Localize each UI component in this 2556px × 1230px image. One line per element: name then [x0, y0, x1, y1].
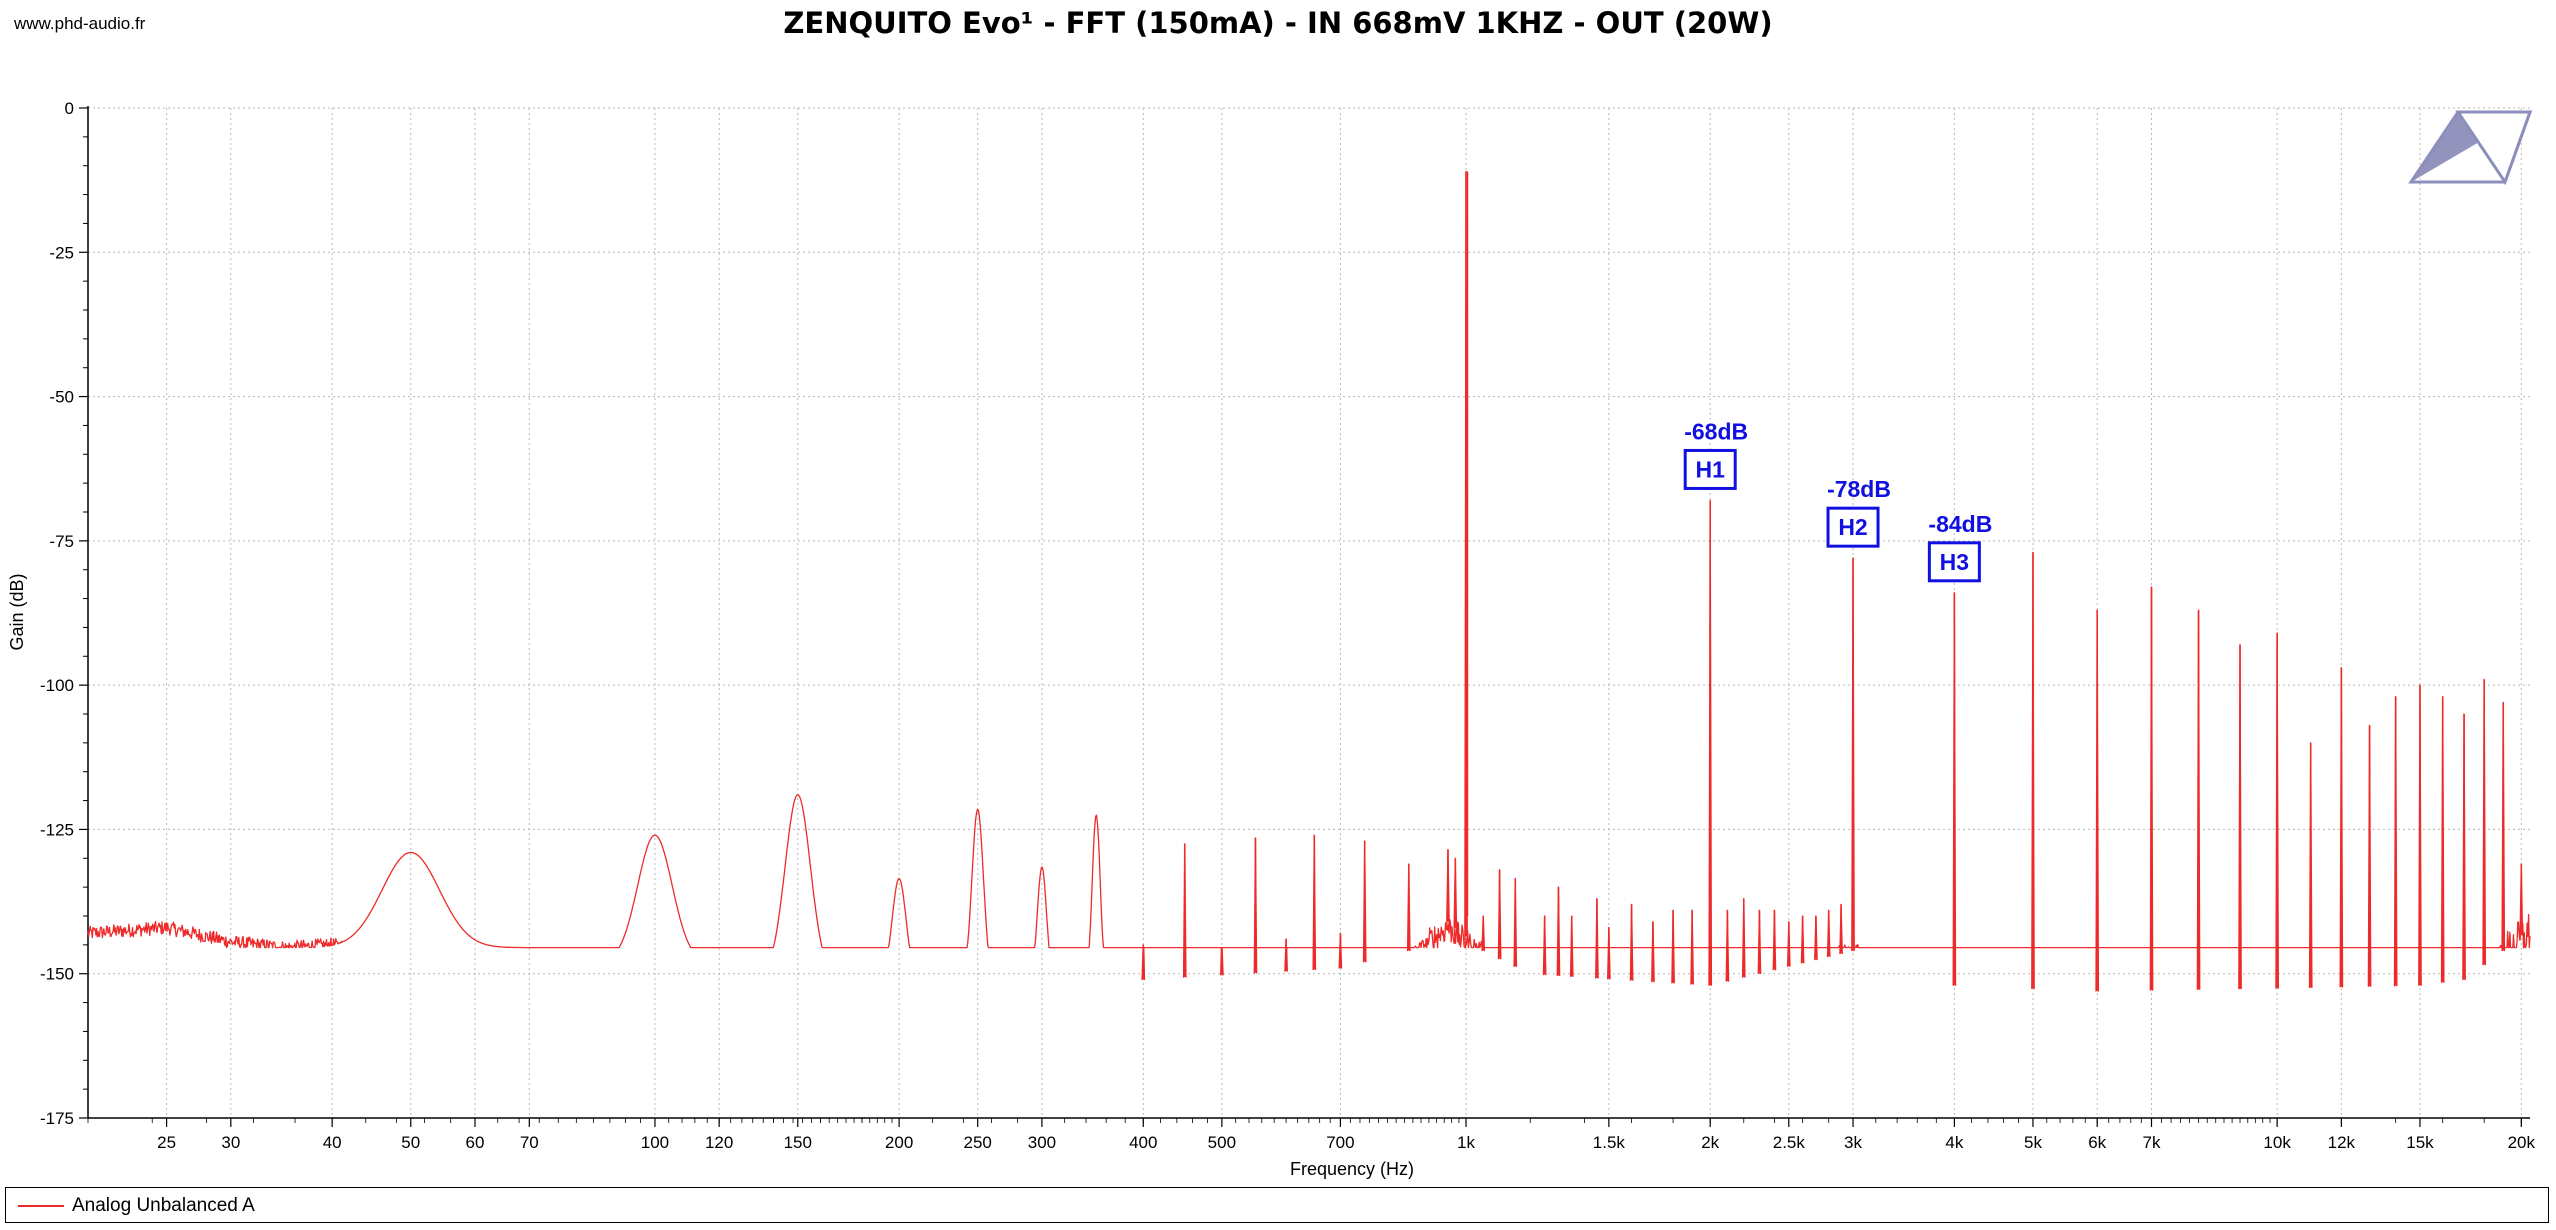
logo-triangle-right [2455, 110, 2533, 186]
x-tick-label: 250 [964, 1133, 992, 1152]
harmonic-label: H3 [1940, 549, 1969, 575]
y-tick-label: 0 [65, 99, 74, 118]
x-tick-label: 1k [1457, 1133, 1475, 1152]
x-tick-label: 2.5k [1773, 1133, 1806, 1152]
y-tick-label: -25 [49, 243, 74, 262]
y-tick-label: -175 [40, 1109, 74, 1128]
x-tick-label: 200 [885, 1133, 913, 1152]
x-tick-label: 15k [2406, 1133, 2434, 1152]
x-tick-label: 3k [1844, 1133, 1862, 1152]
x-tick-label: 100 [641, 1133, 669, 1152]
legend-swatch [18, 1205, 64, 1207]
harmonic-label: H2 [1838, 514, 1867, 540]
x-tick-label: 2k [1701, 1133, 1719, 1152]
x-tick-label: 4k [1945, 1133, 1963, 1152]
x-tick-label: 400 [1129, 1133, 1157, 1152]
site-url-label: www.phd-audio.fr [14, 14, 146, 33]
y-tick-label: -100 [40, 676, 74, 695]
x-tick-label: 50 [401, 1133, 420, 1152]
x-tick-label: 6k [2088, 1133, 2106, 1152]
harmonic-label: H1 [1695, 456, 1725, 482]
x-tick-label: 1.5k [1593, 1133, 1626, 1152]
x-tick-label: 120 [705, 1133, 733, 1152]
x-tick-label: 700 [1326, 1133, 1354, 1152]
series-line-analog-unbalanced-a [87, 170, 2531, 992]
x-tick-label: 300 [1028, 1133, 1056, 1152]
tick-labels: 0 -25 -50 -75 -100 -125 -150 -175 25 30 40 50 60 70 10… [40, 99, 2536, 1152]
x-tick-label: 40 [323, 1133, 342, 1152]
x-tick-label: 20k [2508, 1133, 2536, 1152]
x-tick-label: 500 [1208, 1133, 1236, 1152]
harmonic-label-box [1927, 541, 1981, 583]
harmonic-label-box [1683, 448, 1737, 490]
chart-title: ZENQUITO Evo¹ - FFT (150mA) - IN 668mV 1… [783, 6, 1773, 40]
x-tick-label: 12k [2328, 1133, 2356, 1152]
harmonic-annotations: H1 -68dB H2 -78dB H3 -84dB [1683, 418, 1992, 583]
x-tick-label: 7k [2143, 1133, 2161, 1152]
x-tick-label: 30 [221, 1133, 240, 1152]
harmonic-value: -84dB [1928, 511, 1992, 537]
harmonic-value: -78dB [1827, 476, 1891, 502]
x-tick-label: 25 [157, 1133, 176, 1152]
x-tick-label: 10k [2263, 1133, 2291, 1152]
x-axis-label: Frequency (Hz) [1290, 1159, 1414, 1179]
harmonic-value: -68dB [1684, 418, 1748, 444]
x-tick-label: 60 [466, 1133, 485, 1152]
triangle-logo-icon [2408, 110, 2533, 186]
harmonic-label-box [1826, 506, 1880, 548]
axes [79, 106, 2530, 1127]
x-tick-label: 150 [784, 1133, 812, 1152]
y-tick-label: -125 [40, 820, 74, 839]
x-tick-label: 70 [520, 1133, 539, 1152]
series-layer [87, 170, 2531, 992]
grid-lines [88, 107, 2530, 1119]
logo-triangle-cut [2458, 112, 2530, 182]
y-tick-label: -50 [49, 388, 74, 407]
y-tick-label: -150 [40, 965, 74, 984]
legend: Analog Unbalanced A [5, 1187, 2549, 1223]
x-tick-label: 5k [2024, 1133, 2042, 1152]
legend-entry-label: Analog Unbalanced A [72, 1195, 255, 1216]
y-axis-label: Gain (dB) [7, 573, 27, 650]
y-tick-label: -75 [49, 532, 74, 551]
